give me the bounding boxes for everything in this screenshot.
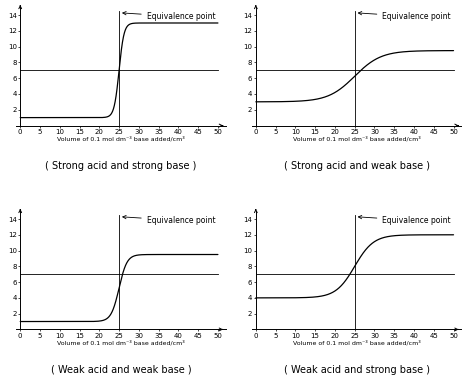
X-axis label: Volume of 0.1 mol dm⁻³ base added/cm³: Volume of 0.1 mol dm⁻³ base added/cm³ xyxy=(293,340,420,346)
Text: ( Strong acid and strong base ): ( Strong acid and strong base ) xyxy=(46,161,197,171)
X-axis label: Volume of 0.1 mol dm⁻³ base added/cm³: Volume of 0.1 mol dm⁻³ base added/cm³ xyxy=(293,136,420,142)
Text: ( Weak acid and strong base ): ( Weak acid and strong base ) xyxy=(283,365,429,375)
Text: ( Weak acid and weak base ): ( Weak acid and weak base ) xyxy=(51,365,191,375)
Text: Equivalence point: Equivalence point xyxy=(123,12,215,21)
Text: Equivalence point: Equivalence point xyxy=(358,12,451,21)
Text: ( Strong acid and weak base ): ( Strong acid and weak base ) xyxy=(283,161,429,171)
Text: Equivalence point: Equivalence point xyxy=(358,216,451,225)
Text: Equivalence point: Equivalence point xyxy=(123,216,215,225)
X-axis label: Volume of 0.1 mol dm⁻³ base added/cm³: Volume of 0.1 mol dm⁻³ base added/cm³ xyxy=(57,340,185,346)
X-axis label: Volume of 0.1 mol dm⁻³ base added/cm³: Volume of 0.1 mol dm⁻³ base added/cm³ xyxy=(57,136,185,142)
